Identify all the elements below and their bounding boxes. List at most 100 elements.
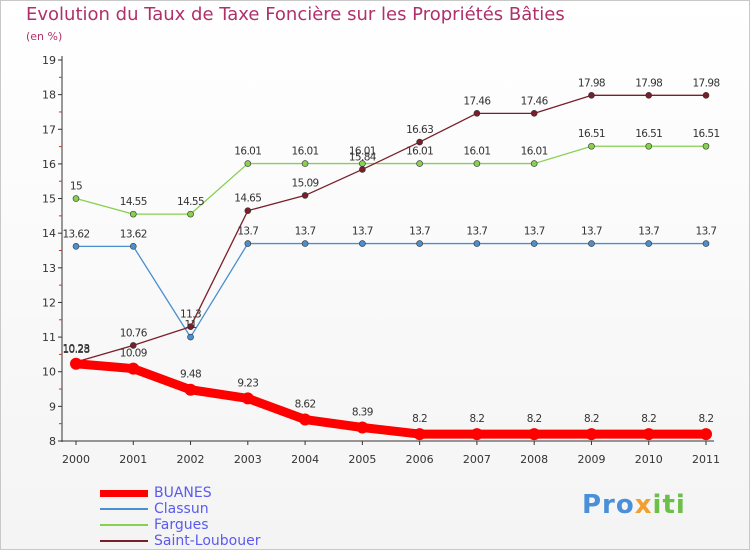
data-point-classun — [244, 240, 252, 247]
data-point-classun — [645, 240, 653, 247]
data-point-buanes — [184, 383, 197, 396]
data-label-classun: 11 — [184, 319, 196, 331]
data-point-classun — [473, 240, 481, 247]
data-label-classun: 13.7 — [581, 226, 602, 238]
data-point-buanes — [356, 421, 369, 434]
data-point-fargues — [702, 142, 710, 150]
data-label-saint-loubouer: 15.84 — [349, 151, 377, 163]
x-tick-label: 2010 — [635, 453, 663, 466]
legend-item-fargues: Fargues — [100, 517, 260, 533]
x-tick-label: 2009 — [577, 453, 605, 466]
data-label-buanes: 10.23 — [62, 343, 89, 355]
data-point-saint-loubouer — [588, 92, 595, 99]
chart-title: Evolution du Taux de Taxe Foncière sur l… — [26, 4, 565, 25]
data-label-fargues: 14.55 — [120, 196, 147, 208]
data-point-fargues — [588, 142, 595, 150]
data-label-saint-loubouer: 16.63 — [406, 124, 433, 136]
data-label-fargues: 14.55 — [177, 196, 204, 208]
data-label-classun: 13.7 — [638, 226, 659, 238]
data-label-fargues: 16.51 — [692, 128, 719, 140]
legend-item-saint-loubouer: Saint-Loubouer — [100, 533, 260, 549]
data-label-fargues: 15 — [70, 181, 82, 193]
y-tick-label: 12 — [42, 296, 56, 309]
data-label-fargues: 16.01 — [234, 146, 261, 158]
data-point-fargues — [416, 160, 423, 167]
data-point-saint-loubouer — [244, 207, 252, 214]
data-label-buanes: 8.39 — [352, 406, 373, 418]
data-label-saint-loubouer: 15.09 — [292, 177, 319, 189]
data-label-saint-loubouer: 10.28 — [62, 344, 89, 356]
data-label-classun: 13.62 — [62, 228, 89, 240]
y-tick-label: 14 — [42, 227, 56, 240]
data-point-fargues — [72, 195, 80, 202]
legend: BUANES Classun Fargues Saint-Loubouer — [100, 485, 260, 549]
x-tick-label: 2006 — [406, 453, 434, 466]
logo-part-2: x — [634, 490, 653, 520]
data-point-buanes — [700, 428, 712, 441]
data-label-buanes: 9.23 — [237, 377, 258, 389]
proxiti-logo: Proxiti — [582, 490, 686, 520]
data-point-fargues — [187, 210, 194, 218]
data-point-classun — [416, 240, 423, 247]
y-tick-label: 8 — [49, 435, 56, 448]
legend-item-classun: Classun — [100, 501, 260, 517]
data-label-classun: 13.7 — [409, 226, 430, 238]
data-point-classun — [702, 240, 710, 247]
legend-swatch — [100, 540, 148, 542]
legend-item-buanes: BUANES — [100, 485, 260, 501]
series-line-fargues — [75, 145, 706, 215]
data-point-saint-loubouer — [187, 323, 194, 331]
legend-label: Fargues — [154, 517, 209, 533]
data-label-fargues: 16.51 — [578, 128, 605, 140]
data-label-fargues: 16.01 — [463, 146, 490, 158]
data-label-saint-loubouer: 11.3 — [180, 309, 201, 321]
data-point-fargues — [301, 160, 309, 167]
data-point-buanes — [241, 392, 254, 405]
x-tick-label: 2007 — [463, 453, 491, 466]
data-label-classun: 13.7 — [466, 226, 487, 238]
y-tick-label: 18 — [42, 89, 56, 102]
legend-swatch — [100, 524, 148, 526]
data-point-buanes — [413, 428, 426, 441]
unit-label: (en %) — [26, 30, 63, 43]
data-point-classun — [530, 240, 538, 247]
data-point-saint-loubouer — [129, 342, 137, 349]
data-label-buanes: 8.62 — [295, 399, 316, 411]
data-label-buanes: 8.2 — [527, 413, 542, 425]
data-point-buanes — [299, 413, 312, 426]
series-line-buanes — [75, 359, 706, 439]
data-label-saint-loubouer: 17.98 — [578, 77, 605, 89]
x-tick-label: 2008 — [520, 453, 548, 466]
data-point-saint-loubouer — [645, 92, 653, 99]
data-point-fargues — [129, 210, 137, 218]
data-label-saint-loubouer: 17.46 — [463, 95, 491, 107]
data-point-fargues — [530, 160, 538, 167]
data-point-buanes — [70, 357, 82, 370]
data-label-buanes: 8.2 — [584, 413, 599, 425]
data-point-buanes — [585, 428, 598, 441]
data-point-saint-loubouer — [359, 166, 366, 173]
data-point-fargues — [473, 160, 481, 167]
data-point-classun — [187, 333, 194, 341]
data-label-classun: 13.62 — [120, 228, 147, 240]
series-line-saint-loubouer — [75, 94, 706, 363]
data-point-buanes — [642, 428, 655, 441]
x-tick-label: 2003 — [234, 453, 262, 466]
data-label-classun: 13.7 — [352, 226, 373, 238]
logo-part-3: iti — [652, 490, 686, 520]
data-point-buanes — [528, 428, 541, 441]
y-tick-label: 9 — [49, 400, 56, 413]
data-label-buanes: 8.2 — [469, 413, 484, 425]
legend-swatch — [100, 489, 148, 497]
data-label-buanes: 8.2 — [641, 413, 656, 425]
data-point-classun — [588, 240, 595, 247]
data-label-buanes: 8.2 — [412, 413, 427, 425]
legend-label: Saint-Loubouer — [154, 533, 261, 549]
x-tick-label: 2011 — [692, 453, 720, 466]
data-label-saint-loubouer: 10.76 — [120, 327, 148, 339]
legend-label: BUANES — [154, 485, 212, 501]
data-label-fargues: 16.01 — [521, 146, 548, 158]
data-label-classun: 13.7 — [237, 226, 258, 238]
y-tick-label: 15 — [42, 193, 56, 206]
